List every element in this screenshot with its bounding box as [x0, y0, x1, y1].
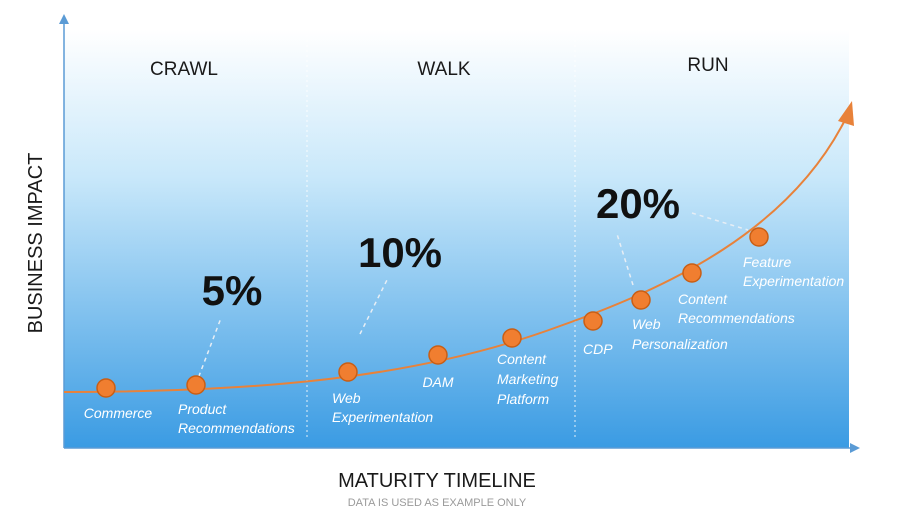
- y-axis-title: BUSINESS IMPACT: [25, 153, 47, 334]
- callout-leader: [616, 233, 634, 286]
- node-label-web-personalization: Web Personalization: [632, 316, 728, 352]
- node-label-content-marketing-platform: Content Marketing Platform: [497, 351, 562, 407]
- growth-curve: [63, 117, 847, 393]
- node-marker-dam: [428, 345, 448, 365]
- percent-callout-10: 10%: [358, 229, 442, 276]
- node-label-web-experimentation: Web Experimentation: [332, 390, 433, 425]
- callout-leader: [195, 317, 222, 385]
- x-axis: [64, 443, 860, 453]
- node-marker-content-marketing-platform: [502, 328, 522, 348]
- x-axis-title: MATURITY TIMELINE: [338, 470, 536, 492]
- callout-leader: [691, 212, 749, 231]
- node-marker-feature-experimentation: [749, 227, 769, 247]
- y-axis: [59, 14, 69, 448]
- node-marker-product-recommendations: [186, 375, 206, 395]
- footnote: DATA IS USED AS EXAMPLE ONLY: [348, 497, 527, 509]
- node-label-cdp: CDP: [583, 341, 613, 357]
- percent-callout-20: 20%: [596, 180, 680, 227]
- node-marker-cdp: [583, 311, 603, 331]
- stage-label-crawl: CRAWL: [150, 59, 218, 80]
- node-label-feature-experimentation: Feature Experimentation: [743, 254, 844, 289]
- node-label-product-recommendations: Product Recommendations: [178, 401, 295, 436]
- callout-leader: [359, 277, 389, 335]
- node-marker-content-recommendations: [682, 263, 702, 283]
- stage-label-walk: WALK: [417, 59, 470, 80]
- percent-callout-5: 5%: [202, 267, 263, 314]
- node-label-commerce: Commerce: [84, 405, 153, 421]
- curve-arrowhead: [838, 101, 854, 126]
- diagram-background: [64, 30, 849, 448]
- node-label-content-recommendations: Content Recommendations: [678, 291, 795, 326]
- node-marker-web-personalization: [631, 290, 651, 310]
- stage-label-run: RUN: [687, 55, 728, 76]
- node-marker-web-experimentation: [338, 362, 358, 382]
- node-marker-commerce: [96, 378, 116, 398]
- node-label-dam: DAM: [422, 374, 453, 390]
